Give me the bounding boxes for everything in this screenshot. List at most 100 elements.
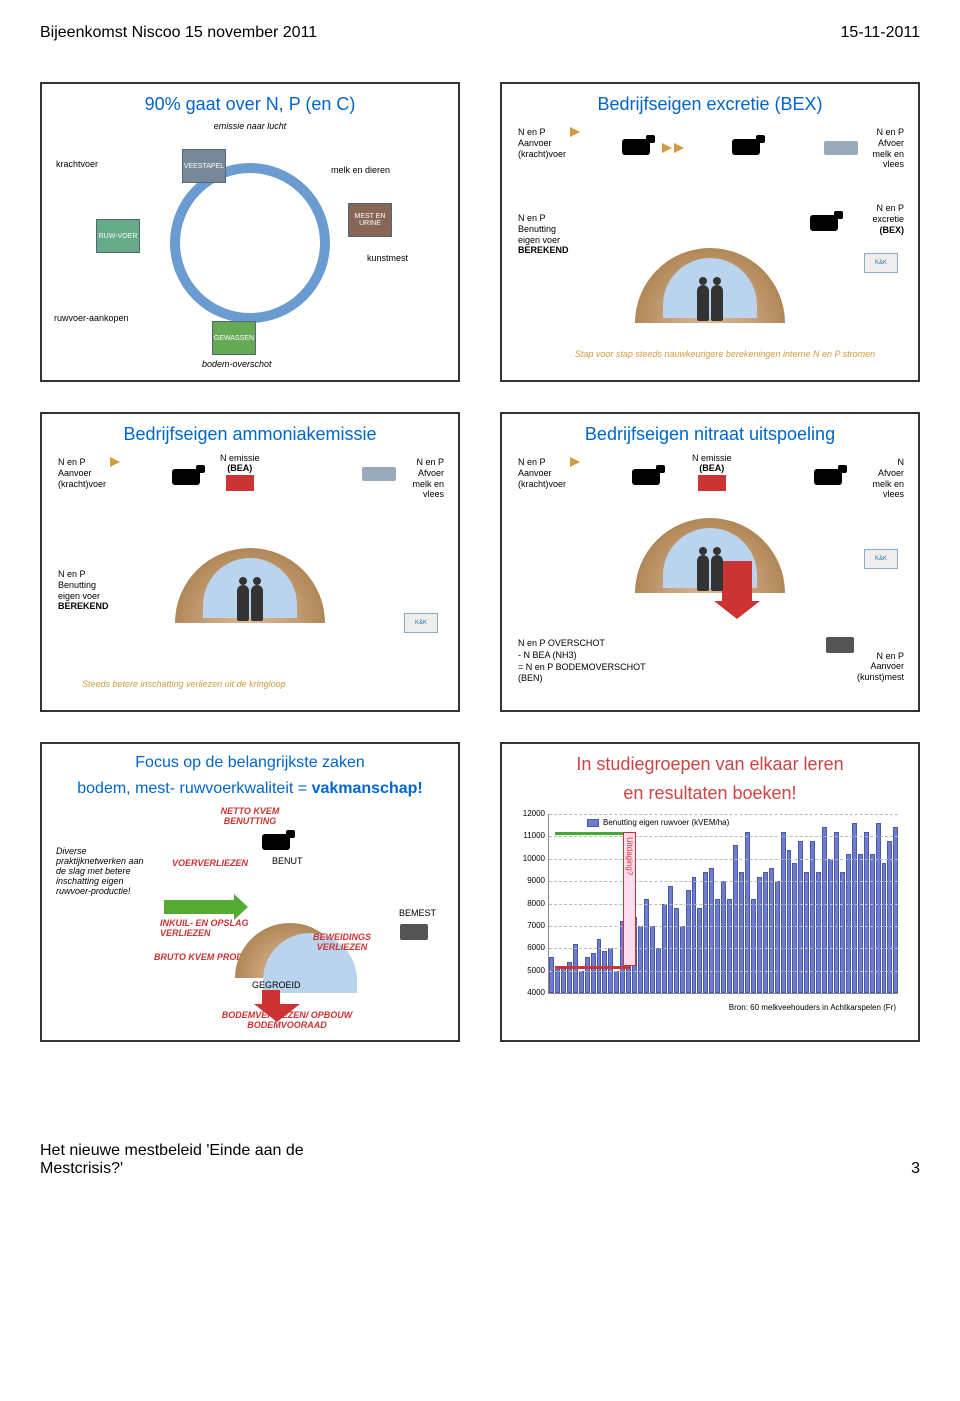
bar [614, 971, 619, 993]
cow-icon [732, 139, 760, 155]
label-netto: NETTO KVEM BENUTTING [205, 806, 295, 826]
bar [727, 899, 732, 993]
truck-icon [824, 141, 858, 155]
slide-chart: In studiegroepen van elkaar leren en res… [500, 742, 920, 1042]
node-bodem: bodem-overschot [202, 359, 272, 369]
arrow-icon [110, 457, 120, 467]
green-target-line [555, 832, 630, 835]
y-tick: 7000 [519, 921, 545, 930]
node-kunstmest: kunstmest [367, 253, 408, 263]
bar [697, 908, 702, 993]
people-icon [237, 585, 263, 621]
node-ruwvoer: RUW-VOER [96, 219, 140, 253]
bar [585, 957, 590, 993]
y-tick: 10000 [519, 854, 545, 863]
flow-bea: N en PAanvoer(kracht)voer N emissie(BEA)… [52, 453, 448, 693]
bar [709, 868, 714, 993]
gridline [549, 859, 898, 860]
cow-icon [172, 469, 200, 485]
bar [751, 899, 756, 993]
bar [769, 868, 774, 993]
bar [703, 872, 708, 993]
tractor-icon [400, 924, 428, 940]
bar [591, 953, 596, 993]
bea-caption: Steeds betere inschatting verliezen uit … [82, 679, 286, 689]
flow-ben: N en PAanvoer(kracht)voer N emissie(BEA)… [512, 453, 908, 693]
header-left: Bijeenkomst Niscoo 15 november 2011 [40, 24, 317, 42]
bar [668, 886, 673, 993]
slide-focus: Focus op de belangrijkste zaken bodem, m… [40, 742, 460, 1042]
bar [721, 881, 726, 993]
legend-swatch [587, 819, 599, 827]
node-melk: melk en dieren [331, 165, 390, 175]
chart-source: Bron: 60 melkveehouders in Achtkarspelen… [729, 1003, 896, 1012]
ben-tr: NAfvoermelk envlees [872, 457, 904, 500]
cycle-top-label: emissie naar lucht [214, 121, 287, 131]
label-benut: BENUT [272, 856, 303, 866]
bea-tr: N en PAfvoermelk envlees [412, 457, 444, 500]
bar [870, 854, 875, 993]
cow-icon [814, 469, 842, 485]
cycle-ring [170, 163, 330, 323]
slide2-title: Bedrijfseigen excretie (BEX) [512, 94, 908, 115]
truck-icon [362, 467, 396, 481]
bar [686, 890, 691, 993]
arrow-icon [570, 127, 580, 137]
bar [692, 877, 697, 993]
cycle-diagram: emissie naar lucht VEESTAPEL melk en die… [52, 123, 448, 363]
gridline [549, 904, 898, 905]
bar [674, 908, 679, 993]
bar [893, 827, 898, 993]
label-inkuil: INKUIL- EN OPSLAG VERLIEZEN [160, 918, 260, 938]
slides-grid: 90% gaat over N, P (en C) emissie naar l… [40, 82, 920, 1042]
cow-icon [622, 139, 650, 155]
y-tick: 4000 [519, 988, 545, 997]
gridline [549, 881, 898, 882]
big-red-arrow-icon [722, 561, 752, 601]
label-voerverliezen: VOERVERLIEZEN [172, 858, 248, 868]
bex-tr: N en PAfvoermelk envlees [872, 127, 904, 170]
cow-icon [810, 215, 838, 231]
bea-tl: N en PAanvoer(kracht)voer [58, 457, 120, 489]
bex-tl: N en PAanvoer(kracht)voer [518, 127, 580, 159]
slide3-title: Bedrijfseigen ammoniakemissie [52, 424, 448, 445]
gridline [549, 836, 898, 837]
bar [644, 899, 649, 993]
bar [882, 863, 887, 993]
bex-br: N en Pexcretie(BEX) [872, 203, 904, 235]
gridline [549, 814, 898, 815]
bar [781, 832, 786, 993]
red-emission-icon [226, 475, 254, 491]
label-bodem: BODEMVERLIEZEN/ OPBOUW BODEMVOORAAD [202, 1010, 372, 1030]
red-arrow-down-icon [262, 990, 280, 1004]
bar [775, 881, 780, 993]
y-tick: 6000 [519, 943, 545, 952]
bar [840, 872, 845, 993]
bar [792, 863, 797, 993]
slide1-title: 90% gaat over N, P (en C) [52, 94, 448, 115]
ben-tl: N en PAanvoer(kracht)voer [518, 457, 580, 489]
chart-area: Benutting eigen ruwvoer (kVEM/ha) 400050… [548, 814, 898, 994]
bar [757, 877, 762, 993]
people-icon [697, 285, 723, 321]
bar [602, 951, 607, 994]
chart-title2: en resultaten boeken! [512, 783, 908, 804]
arrows [662, 143, 684, 153]
bar [650, 926, 655, 993]
bar [638, 926, 643, 993]
bar-chart: Benutting eigen ruwvoer (kVEM/ha) 400050… [518, 814, 902, 1014]
y-tick: 12000 [519, 809, 545, 818]
y-tick: 5000 [519, 966, 545, 975]
ben-tm: N emissie(BEA) [692, 453, 732, 493]
cow-icon [262, 834, 290, 850]
bar [822, 827, 827, 993]
label-beweidings: BEWEIDINGS VERLIEZEN [302, 932, 382, 952]
cow-icon [632, 469, 660, 485]
chart-title1: In studiegroepen van elkaar leren [512, 754, 908, 775]
slide5-title2: bodem, mest- ruwvoerkwaliteit = vakmansc… [52, 780, 448, 798]
bar [858, 854, 863, 993]
bar [715, 899, 720, 993]
y-tick: 11000 [519, 831, 545, 840]
people-icon [697, 555, 723, 591]
bar [745, 832, 750, 993]
